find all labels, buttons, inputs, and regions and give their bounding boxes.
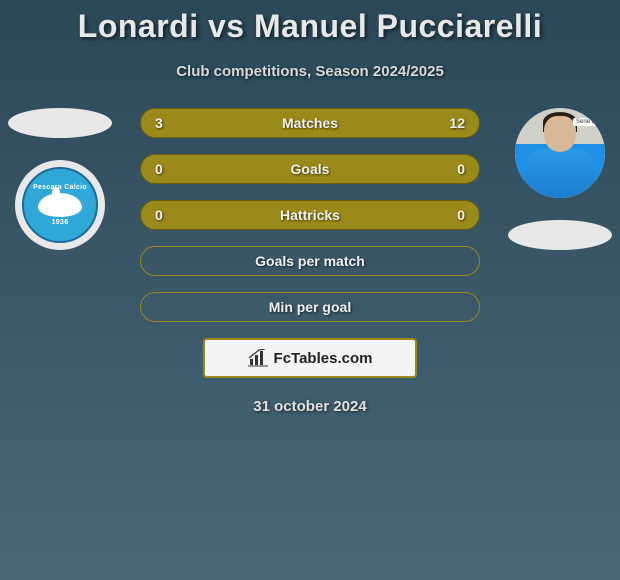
stat-right-value: 0: [435, 161, 465, 177]
brand-box[interactable]: FcTables.com: [203, 338, 417, 378]
page-title: Lonardi vs Manuel Pucciarelli: [0, 0, 620, 45]
player-head-shape: [544, 116, 576, 152]
series-tag: Serie D: [573, 118, 599, 126]
stat-label: Hattricks: [280, 207, 340, 223]
stat-label: Goals: [291, 161, 330, 177]
right-player-photo: Serie D: [515, 108, 605, 198]
left-club-badge: Pescara Calcio 1936: [15, 160, 105, 250]
right-player-column: Serie D: [500, 108, 620, 250]
left-player-column: Pescara Calcio 1936: [0, 108, 120, 250]
stat-row-goals: 0 Goals 0: [140, 154, 480, 184]
stat-left-value: 3: [155, 115, 185, 131]
stat-row-goals-per-match: Goals per match: [140, 246, 480, 276]
player-body-shape: [525, 148, 595, 198]
comparison-area: Pescara Calcio 1936 Serie D 3 Matches 12…: [0, 108, 620, 415]
pescara-badge-icon: Pescara Calcio 1936: [22, 167, 98, 243]
stat-row-matches: 3 Matches 12: [140, 108, 480, 138]
badge-year-text: 1936: [52, 219, 69, 226]
player-photo-icon: Serie D: [515, 108, 605, 198]
stat-label: Goals per match: [255, 253, 365, 269]
stat-label: Min per goal: [269, 299, 351, 315]
right-club-name-placeholder: [508, 220, 612, 250]
stat-right-value: 0: [435, 207, 465, 223]
dolphin-icon: [38, 193, 82, 217]
stat-row-min-per-goal: Min per goal: [140, 292, 480, 322]
stat-left-value: 0: [155, 161, 185, 177]
bar-chart-icon: [248, 349, 268, 367]
brand-text: FcTables.com: [274, 350, 373, 367]
stat-rows: 3 Matches 12 0 Goals 0 0 Hattricks 0 Goa…: [140, 108, 480, 322]
date-text: 31 october 2024: [0, 398, 620, 415]
subtitle: Club competitions, Season 2024/2025: [0, 63, 620, 80]
badge-top-text: Pescara Calcio: [33, 184, 87, 191]
stat-label: Matches: [282, 115, 338, 131]
stat-left-value: 0: [155, 207, 185, 223]
stat-right-value: 12: [435, 115, 465, 131]
stat-row-hattricks: 0 Hattricks 0: [140, 200, 480, 230]
left-player-name-placeholder: [8, 108, 112, 138]
